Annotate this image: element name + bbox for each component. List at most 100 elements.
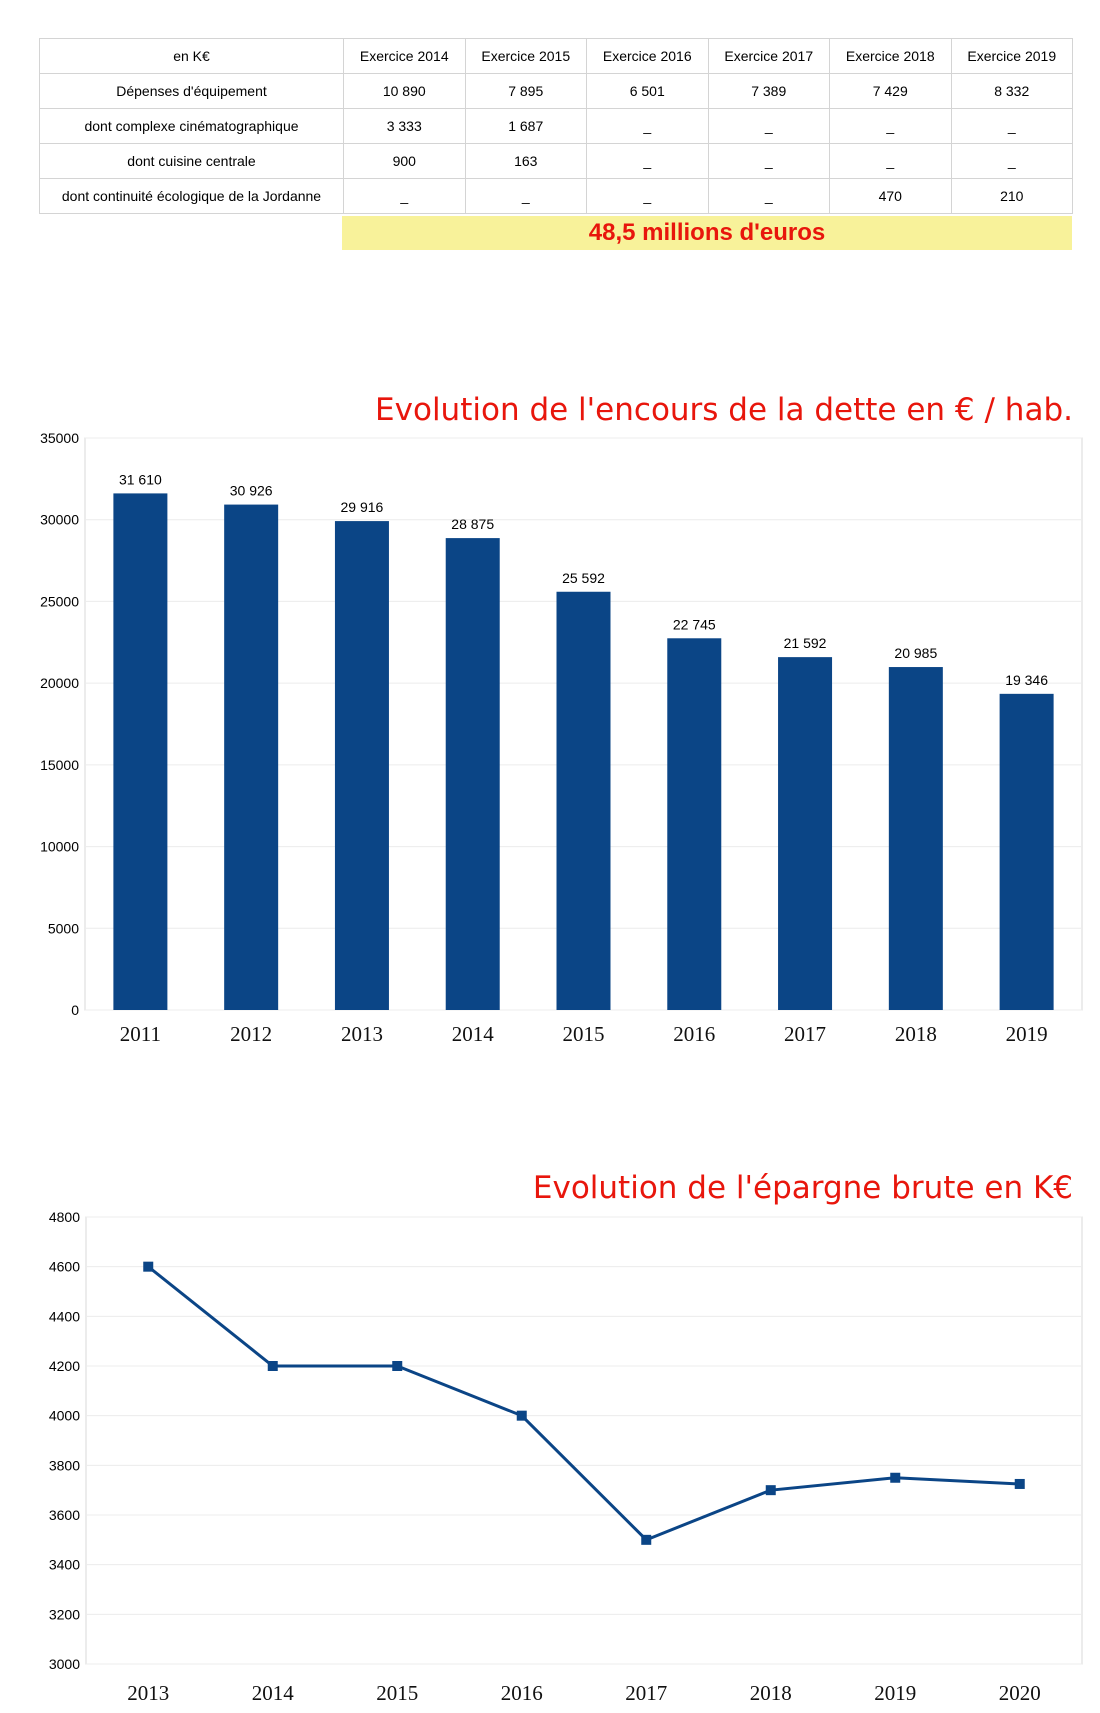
data-point xyxy=(890,1472,901,1483)
data-label: 20 985 xyxy=(894,645,937,661)
table-cell: _ xyxy=(707,143,830,179)
y-tick-label: 0 xyxy=(71,1002,79,1018)
table-cell: 8 332 xyxy=(950,73,1073,109)
y-tick-label: 4400 xyxy=(49,1308,80,1324)
table-cell: _ xyxy=(707,108,830,144)
y-tick-label: 20000 xyxy=(40,675,79,691)
y-tick-label: 3000 xyxy=(49,1656,80,1672)
table-cell: 7 389 xyxy=(707,73,830,109)
y-tick-label: 5000 xyxy=(48,920,79,936)
table-cell: Dépenses d'équipement xyxy=(39,73,344,109)
x-tick-label: 2016 xyxy=(673,1022,715,1046)
table-row: Dépenses d'équipement 10 890 7 895 6 501 7 3… xyxy=(39,73,1073,109)
data-point xyxy=(516,1410,527,1421)
table-cell: 210 xyxy=(950,178,1073,214)
series-line xyxy=(147,1265,1020,1542)
table-cell: 10 890 xyxy=(343,73,466,109)
data-label: 28 875 xyxy=(451,516,494,532)
data-point xyxy=(1014,1478,1025,1489)
data-point xyxy=(392,1361,403,1371)
x-tick-label: 2014 xyxy=(452,1022,495,1046)
table-cell: 163 xyxy=(464,143,587,179)
x-tick-label: 2017 xyxy=(625,1681,667,1705)
table-cell: 1 687 xyxy=(464,108,587,144)
savings-chart-title: Evolution de l'épargne brute en K€ xyxy=(532,1170,1073,1206)
table-header-row: en K€ Exercice 2014 Exercice 2015 Exercice … xyxy=(39,38,1073,74)
table-cell: _ xyxy=(343,178,466,214)
y-tick-label: 30000 xyxy=(40,512,79,528)
table-cell: _ xyxy=(464,178,587,214)
table-cell: 7 429 xyxy=(829,73,952,109)
table-cell: 6 501 xyxy=(586,73,709,109)
table-cell: dont cuisine centrale xyxy=(39,143,344,179)
x-tick-label: 2019 xyxy=(1006,1022,1048,1046)
debt-chart-title: Evolution de l'encours de la dette en € … xyxy=(375,392,1073,428)
x-tick-label: 2020 xyxy=(999,1681,1041,1705)
table-header-cell: Exercice 2014 xyxy=(343,38,466,74)
x-tick-label: 2018 xyxy=(750,1681,792,1705)
x-tick-label: 2016 xyxy=(501,1681,543,1705)
data-label: 25 592 xyxy=(562,570,605,586)
data-point xyxy=(143,1261,154,1272)
table-cell: dont complexe cinématographique xyxy=(39,108,344,144)
y-tick-label: 4000 xyxy=(49,1408,80,1424)
table-cell: _ xyxy=(950,143,1073,179)
x-tick-label: 2015 xyxy=(376,1681,418,1705)
y-tick-label: 25000 xyxy=(40,593,79,609)
y-tick-label: 4600 xyxy=(49,1259,80,1275)
data-label: 30 926 xyxy=(230,483,273,499)
bar xyxy=(556,591,611,1010)
table-row: dont continuité écologique de la Jordann… xyxy=(39,178,1073,214)
bar xyxy=(445,538,500,1010)
table-row: dont complexe cinématographique 3 333 1 68… xyxy=(39,108,1073,144)
x-tick-label: 2011 xyxy=(120,1022,161,1046)
plot-frame xyxy=(85,1216,1083,1665)
x-tick-label: 2015 xyxy=(563,1022,605,1046)
bar xyxy=(999,693,1054,1010)
table-cell: _ xyxy=(586,143,709,179)
data-label: 22 745 xyxy=(673,616,716,632)
y-tick-label: 35000 xyxy=(40,430,79,446)
data-label: 21 592 xyxy=(784,635,827,651)
table-header-cell: Exercice 2016 xyxy=(586,38,709,74)
y-tick-label: 10000 xyxy=(40,839,79,855)
data-point xyxy=(267,1361,278,1371)
debt-bar-chart: 0 5000 10000 15000 20000 25000 30000 35000 31 61… xyxy=(40,430,1083,1046)
bar xyxy=(888,667,943,1010)
table-cell: 3 333 xyxy=(343,108,466,144)
y-tick-label: 4800 xyxy=(49,1209,80,1225)
data-label: 19 346 xyxy=(1005,672,1048,688)
x-tick-label: 2018 xyxy=(895,1022,937,1046)
y-tick-label: 3200 xyxy=(49,1606,80,1622)
table-cell: _ xyxy=(586,178,709,214)
y-tick-label: 3800 xyxy=(49,1457,80,1473)
x-tick-label: 2013 xyxy=(341,1022,383,1046)
bar xyxy=(778,657,833,1010)
table-cell: dont continuité écologique de la Jordann… xyxy=(39,178,344,214)
table-cell: _ xyxy=(950,108,1073,144)
x-tick-label: 2017 xyxy=(784,1022,826,1046)
table-cell: 7 895 xyxy=(464,73,587,109)
expenditure-table: en K€ Exercice 2014 Exercice 2015 Exercice … xyxy=(39,38,1073,214)
y-tick-label: 15000 xyxy=(40,757,79,773)
table-cell: 900 xyxy=(343,143,466,179)
bar xyxy=(667,638,722,1010)
bar xyxy=(334,521,389,1010)
bar xyxy=(224,504,279,1010)
y-tick-label: 3400 xyxy=(49,1557,80,1573)
data-point xyxy=(765,1485,776,1496)
table-header-cell: en K€ xyxy=(39,38,344,74)
y-tick-label: 4200 xyxy=(49,1358,80,1374)
table-cell: 470 xyxy=(829,178,952,214)
table-header-cell: Exercice 2019 xyxy=(950,38,1073,74)
x-tick-label: 2012 xyxy=(230,1022,272,1046)
x-tick-label: 2013 xyxy=(127,1681,169,1705)
data-label: 31 610 xyxy=(119,471,162,487)
y-tick-label: 3600 xyxy=(49,1507,80,1523)
total-banner: 48,5 millions d'euros xyxy=(342,216,1072,250)
data-label: 29 916 xyxy=(341,499,384,515)
table-row: dont cuisine centrale 900 163 _ _ _ _ xyxy=(39,143,1073,179)
x-tick-label: 2014 xyxy=(252,1681,295,1705)
x-tick-label: 2019 xyxy=(874,1681,916,1705)
